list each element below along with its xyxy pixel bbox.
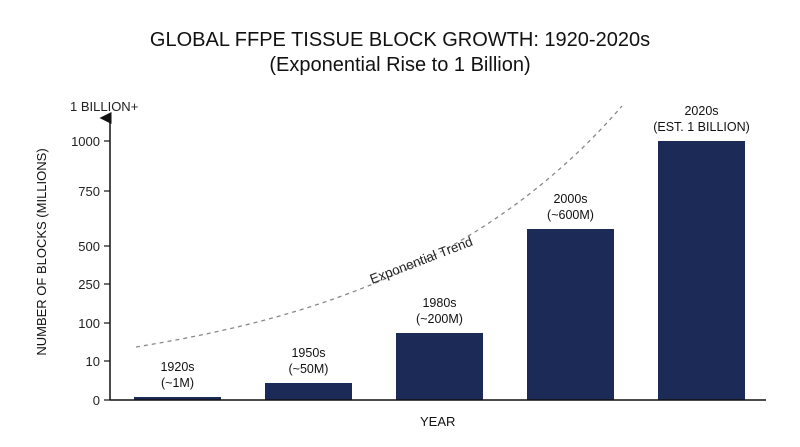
bar-category-label: 2020s <box>684 104 718 118</box>
trend-line <box>135 105 623 348</box>
bar-category-label: 2000s <box>553 192 587 206</box>
trend-label: Exponential Trend <box>368 234 475 287</box>
y-tick-label: 1000 <box>71 134 100 149</box>
bar-value-label: (~600M) <box>547 208 594 222</box>
bar-category-label: 1950s <box>291 346 325 360</box>
bar-layer <box>134 141 745 400</box>
chart-subtitle: (Exponential Rise to 1 Billion) <box>269 54 531 76</box>
bar-1980s <box>396 333 483 400</box>
bar-category-label: 1920s <box>160 360 194 374</box>
y-tick-label: 500 <box>78 239 100 254</box>
y-tick-label: 0 <box>93 393 100 408</box>
bar-1950s <box>265 383 352 400</box>
data-label-layer: 1920s (~1M) 1950s (~50M) 1980s (~200M) 2000s (~… <box>160 104 749 390</box>
y-tick-label: 750 <box>78 184 100 199</box>
chart-title: GLOBAL FFPE TISSUE BLOCK GROWTH: 1920-20… <box>0 28 800 78</box>
y-axis-title: NUMBER OF BLOCKS (MILLIONS) <box>34 148 49 355</box>
bar-value-label: (~200M) <box>416 312 463 326</box>
axis-layer: 1 BILLION+ YEAR NUMBER OF BLOCKS (MILLIO… <box>34 99 766 429</box>
x-axis-title: YEAR <box>420 414 455 429</box>
bar-value-label: (~50M) <box>289 362 329 376</box>
y-tick-label: 250 <box>78 277 100 292</box>
chart-title-main: GLOBAL FFPE TISSUE BLOCK GROWTH: 1920-20… <box>149 29 651 51</box>
bar-1920s <box>134 397 221 400</box>
y-tick-label: 10 <box>86 354 100 369</box>
y-axis-top-label: 1 BILLION+ <box>70 99 138 114</box>
bar-2000s <box>527 229 614 400</box>
bar-2020s <box>658 141 745 400</box>
y-tick-layer: 0 10 100 250 500 750 1000 <box>71 134 110 408</box>
y-tick-label: 100 <box>78 316 100 331</box>
bar-value-label: (EST. 1 BILLION) <box>653 120 750 134</box>
bar-value-label: (~1M) <box>161 376 194 390</box>
bar-category-label: 1980s <box>422 296 456 310</box>
